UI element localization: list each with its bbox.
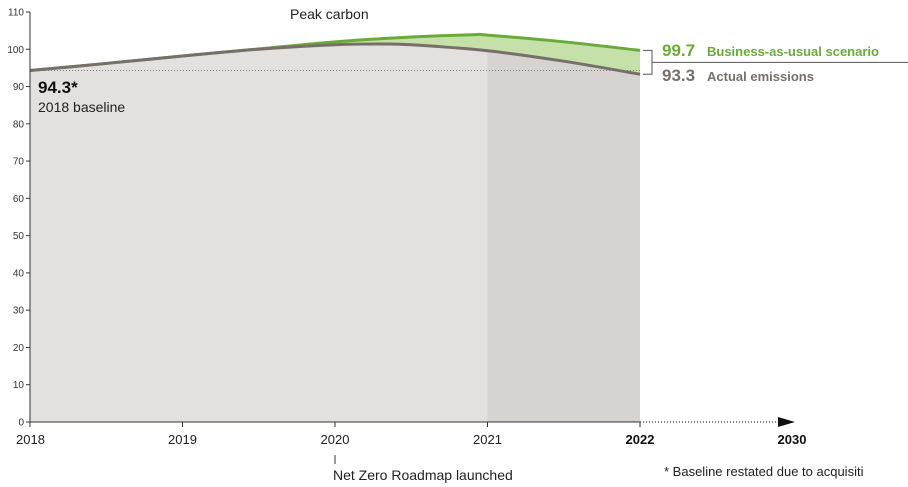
avoided-emissions-fill: [30, 34, 640, 75]
footnote: * Baseline restated due to acquisiti: [664, 464, 864, 479]
x-tick-label: 2021: [473, 432, 502, 447]
y-tick-label: 60: [13, 194, 25, 205]
end-label-bracket: [643, 49, 908, 75]
actual-line: [29, 42, 641, 76]
x-tick-label: 2022: [626, 432, 655, 447]
y-tick-label: 100: [7, 45, 24, 56]
x-tick-label: 2019: [168, 432, 197, 447]
area-fill-2018-2021: [30, 43, 488, 422]
baseline-label: 2018 baseline: [38, 99, 125, 115]
series-lines: [29, 32, 641, 76]
y-tick-label: 80: [13, 119, 25, 130]
x-axis-arrow: [778, 417, 795, 427]
y-tick-label: 70: [13, 157, 25, 168]
y-tick-label: 0: [18, 418, 24, 429]
actual-end-value: 93.3: [662, 66, 695, 85]
y-tick-label: 110: [8, 8, 24, 19]
y-tick-label: 30: [13, 306, 25, 317]
x-tick-label: 2020: [321, 432, 350, 447]
area-layer: [30, 34, 640, 422]
bracket-line: [643, 49, 653, 75]
y-tick-label: 10: [13, 380, 25, 391]
bau-end-label: Business-as-usual scenario: [707, 44, 879, 59]
peak-carbon-annotation: Peak carbon: [290, 6, 369, 22]
y-tick-label: 50: [13, 231, 25, 242]
y-tick-label: 90: [13, 82, 25, 93]
roadmap-annotation: Net Zero Roadmap launched: [333, 467, 513, 483]
bau-end-value: 99.7: [662, 41, 695, 60]
x-tick-label: 2018: [16, 432, 45, 447]
y-tick-label: 40: [13, 268, 25, 279]
actual-end-label: Actual emissions: [707, 69, 814, 84]
y-tick-label: 20: [13, 343, 25, 354]
x-tick-label: 2030: [778, 432, 807, 447]
area-fill-2021-2022: [487, 50, 640, 422]
baseline-value-label: 94.3*: [38, 78, 78, 97]
